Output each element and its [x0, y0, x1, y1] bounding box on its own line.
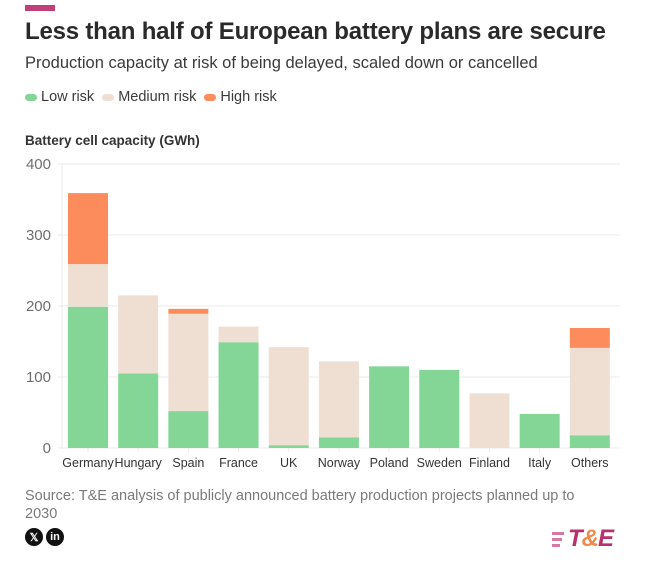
bar-norway-medium-risk[interactable]: [318, 361, 359, 438]
legend-item-low-risk: Low risk: [25, 89, 94, 105]
bar-hungary-medium-risk[interactable]: [118, 295, 159, 374]
x-tick-label: Germany: [62, 456, 114, 470]
bar-uk-low-risk[interactable]: [268, 445, 309, 448]
bar-chart: 0 100 200 300 400 Germany Hungary Spain France U…: [26, 156, 620, 470]
x-tick-label: Spain: [172, 456, 204, 470]
social-links: 𝕏 in: [25, 528, 67, 546]
legend: Low risk Medium risk High risk: [25, 89, 285, 105]
bar-uk-medium-risk[interactable]: [268, 347, 309, 446]
x-tick-label: Poland: [370, 456, 409, 470]
te-logo: T&E: [552, 525, 614, 553]
x-icon[interactable]: 𝕏: [25, 528, 43, 546]
y-tick-label: 400: [26, 156, 51, 173]
linkedin-icon[interactable]: in: [46, 528, 64, 546]
bar-italy-low-risk[interactable]: [519, 413, 560, 448]
bar-finland-medium-risk[interactable]: [469, 393, 510, 448]
bar-hungary-low-risk[interactable]: [118, 373, 159, 448]
bar-norway-low-risk[interactable]: [318, 437, 359, 448]
logo-lines-icon: [552, 530, 564, 548]
legend-item-medium-risk: Medium risk: [102, 89, 196, 105]
x-tick-labels: Germany Hungary Spain France UK Norway Poland S…: [62, 448, 609, 470]
x-tick-label: Norway: [318, 456, 361, 470]
chart-subtitle: Production capacity at risk of being del…: [25, 54, 538, 72]
legend-label: Medium risk: [118, 89, 197, 105]
bar-others-high-risk[interactable]: [569, 328, 610, 348]
x-tick-label: Finland: [469, 456, 510, 470]
bar-sweden-low-risk[interactable]: [419, 369, 460, 448]
legend-label: High risk: [220, 89, 277, 105]
legend-swatch-medium-risk: [102, 93, 115, 101]
y-tick-labels: 0 100 200 300 400: [26, 156, 51, 457]
accent-bar: [25, 5, 55, 11]
x-tick-label: Others: [571, 456, 609, 470]
y-tick-label: 100: [26, 369, 51, 386]
bar-others-low-risk[interactable]: [569, 435, 610, 448]
bar-france-medium-risk[interactable]: [218, 326, 259, 343]
bar-germany-medium-risk[interactable]: [68, 264, 108, 307]
x-tick-label: Hungary: [115, 456, 163, 470]
bar-spain-low-risk[interactable]: [168, 411, 209, 448]
source-note: Source: T&E analysis of publicly announc…: [25, 488, 575, 522]
bars: [68, 193, 610, 448]
bar-poland-low-risk[interactable]: [369, 366, 410, 448]
bar-others-medium-risk[interactable]: [569, 347, 610, 436]
x-tick-label: France: [219, 456, 258, 470]
logo-text: T&E: [568, 525, 614, 552]
legend-item-high-risk: High risk: [204, 89, 277, 105]
bar-germany-low-risk[interactable]: [68, 306, 108, 448]
y-tick-label: 0: [43, 440, 51, 457]
x-tick-label: Sweden: [417, 456, 462, 470]
x-tick-label: UK: [280, 456, 298, 470]
legend-swatch-low-risk: [25, 93, 37, 101]
chart-title: Less than half of European battery plans…: [25, 18, 606, 45]
legend-swatch-high-risk: [204, 93, 217, 101]
y-axis-title: Battery cell capacity (GWh): [25, 133, 200, 148]
legend-label: Low risk: [41, 89, 95, 105]
bar-spain-high-risk[interactable]: [168, 308, 209, 314]
x-tick-label: Italy: [528, 456, 552, 470]
bar-france-low-risk[interactable]: [218, 342, 259, 448]
bar-germany-high-risk[interactable]: [68, 193, 108, 265]
bar-spain-medium-risk[interactable]: [168, 313, 209, 412]
y-tick-label: 300: [26, 227, 51, 244]
y-tick-label: 200: [26, 298, 51, 315]
